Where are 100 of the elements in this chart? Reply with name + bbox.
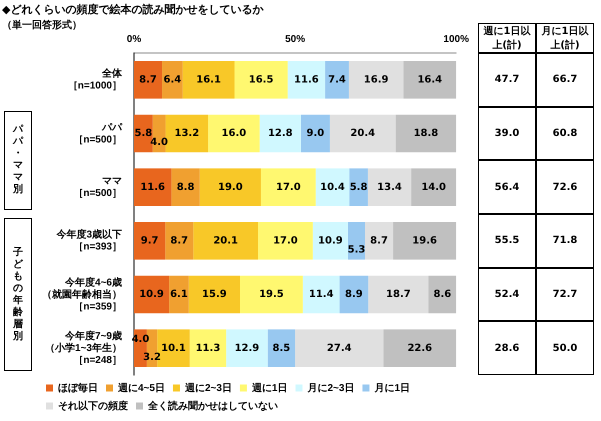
bar [300, 114, 330, 152]
bar [368, 276, 428, 314]
legend-label: それ以下の頻度 [58, 400, 128, 412]
data-label: 19.6 [412, 235, 438, 246]
legend-label: 月に1日 [373, 382, 410, 394]
text: 55.5 [478, 214, 536, 268]
data-label: 5.8 [134, 128, 152, 140]
chart-title: ◆どれくらいの頻度で絵本の読み聞かせをしているか [2, 2, 264, 17]
data-label: 15.9 [202, 289, 227, 300]
data-label: 13.2 [174, 128, 200, 140]
bar [260, 114, 301, 152]
data-label: 3.2 [143, 352, 161, 363]
bar [325, 61, 349, 99]
data-label: 10.9 [139, 289, 164, 300]
text: 66.7 [536, 53, 594, 107]
data-label: 8.5 [272, 342, 290, 354]
bar [411, 168, 456, 206]
data-label: 20.1 [213, 235, 238, 246]
bar [165, 222, 194, 260]
data-label: 6.1 [170, 289, 188, 300]
text: （単一回答形式） [2, 18, 82, 32]
bar [316, 168, 350, 206]
text: 71.8 [536, 214, 594, 268]
bar [330, 114, 396, 152]
bar [226, 329, 268, 367]
text: 週に1日以上(計) [478, 23, 536, 53]
data-label: 5.3 [348, 244, 366, 256]
bar [208, 114, 260, 152]
y-tick-label: 全体［n=1000］ [68, 68, 123, 92]
data-label: 13.4 [377, 182, 402, 193]
y-tick-label: 今年度7~9歳（小学1~3年生）［n=248］ [45, 330, 122, 366]
bar [188, 276, 240, 314]
text: 72.6 [536, 160, 594, 214]
text: 50.0 [536, 321, 594, 375]
bar [368, 168, 412, 206]
data-label: 27.4 [326, 342, 352, 354]
legend-label: 週に4~5日 [117, 382, 165, 394]
y-tick-label: 今年度4~6歳（就園年齢相当）［n=359］ [42, 276, 122, 312]
bar [268, 329, 296, 367]
bar [182, 61, 235, 99]
data-label: 11.4 [308, 289, 334, 300]
text: パパ・ママ別 [13, 124, 23, 196]
data-label: 18.8 [414, 128, 438, 140]
bar [134, 222, 166, 260]
data-label: 8.7 [139, 74, 157, 86]
text: 月に1日以上(計) [536, 23, 594, 53]
data-label: 8.7 [170, 235, 188, 246]
bar [169, 276, 189, 314]
data-label: 8.6 [433, 289, 452, 300]
bar [152, 114, 166, 152]
data-label: 17.0 [273, 235, 298, 246]
text: 52.4 [478, 268, 536, 322]
bar [200, 168, 261, 206]
bar [348, 61, 404, 99]
legend-label: 週に2~3日 [184, 382, 232, 394]
text: 56.4 [478, 160, 536, 214]
data-label: 9.7 [140, 235, 159, 246]
bar [396, 114, 456, 152]
data-label: 10.4 [320, 182, 345, 193]
legend-label: 月に2~3日 [306, 382, 354, 394]
legend-label: ほぼ毎日 [58, 382, 98, 394]
bar [295, 329, 384, 367]
text: 28.6 [478, 321, 536, 375]
x-tick-label: 100% [443, 34, 470, 45]
bar [393, 222, 456, 260]
data-label: 8.9 [345, 289, 363, 300]
data-label: 11.6 [294, 74, 319, 86]
bar [258, 222, 313, 260]
data-label: 5.8 [350, 182, 368, 193]
x-tick-label: 50% [285, 34, 306, 45]
legend-label: 週に1日 [250, 382, 288, 394]
bar [134, 276, 170, 314]
text: 60.8 [536, 106, 594, 160]
data-label: 19.0 [218, 182, 243, 193]
data-label: 16.4 [417, 74, 442, 86]
bar [340, 276, 368, 314]
bar [193, 222, 258, 260]
y-tick-label: ママ［n=500］ [73, 176, 122, 199]
data-label: 16.5 [248, 74, 274, 86]
data-label: 18.7 [386, 289, 411, 300]
bar [240, 276, 303, 314]
data-label: 16.0 [222, 128, 246, 140]
data-label: 16.1 [196, 74, 221, 86]
data-label: 17.0 [276, 182, 301, 193]
data-label: 10.1 [161, 342, 186, 354]
data-label: 16.9 [364, 74, 389, 86]
data-label: 4.0 [150, 137, 168, 148]
x-tick-label: 0% [126, 34, 142, 45]
text: 47.7 [478, 53, 536, 107]
bar [383, 329, 456, 367]
bar [349, 168, 368, 206]
data-label: 10.9 [318, 235, 343, 246]
bar [171, 168, 200, 206]
bar [166, 114, 208, 152]
data-label: 8.8 [176, 182, 194, 193]
bar [365, 222, 394, 260]
y-tick-label: パパ［n=500］ [73, 122, 123, 146]
data-label: 20.4 [350, 128, 376, 140]
y-tick-label: 今年度3歳以下［n=393］ [55, 228, 122, 253]
data-label: 9.0 [306, 128, 324, 140]
